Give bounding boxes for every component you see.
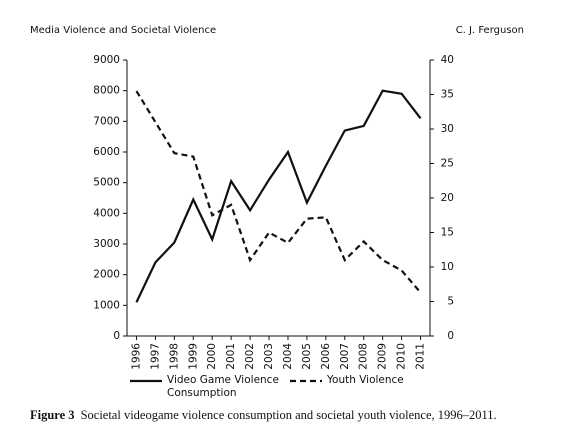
y-tick-label: 3000 — [93, 238, 120, 250]
y-tick-label: 8000 — [93, 85, 120, 97]
y2-tick-label: 5 — [447, 296, 454, 308]
x-tick-label: 2003 — [263, 343, 275, 370]
x-tick-label: 2000 — [206, 343, 218, 370]
y-tick-label: 1000 — [93, 299, 120, 311]
figure-label: Figure 3 — [30, 408, 75, 422]
y-tick-label: 9000 — [93, 54, 120, 66]
y-tick-label: 5000 — [93, 177, 120, 189]
x-tick-label: 2010 — [396, 343, 408, 370]
author: C. J. Ferguson — [456, 25, 524, 36]
x-tick-label: 1999 — [187, 343, 199, 370]
y2-tick-label: 10 — [441, 261, 454, 273]
x-tick-label: 2008 — [358, 343, 370, 370]
x-tick-label: 2004 — [282, 343, 294, 370]
caption-text: Societal videogame violence consumption … — [80, 408, 497, 422]
x-tick-label: 1998 — [168, 343, 180, 370]
figure-caption: Figure 3 Societal videogame violence cons… — [30, 408, 497, 423]
x-tick-label: 1996 — [130, 343, 142, 370]
x-tick-label: 2011 — [415, 343, 427, 370]
x-tick-label: 2002 — [244, 343, 256, 370]
y-tick-label: 7000 — [93, 115, 120, 127]
x-tick-label: 2009 — [377, 343, 389, 370]
y-tick-label: 2000 — [93, 269, 120, 281]
y2-tick-label: 15 — [441, 227, 454, 239]
x-tick-label: 2006 — [320, 343, 332, 370]
series-line — [135, 89, 422, 303]
y2-tick-label: 20 — [441, 192, 454, 204]
y2-tick-label: 30 — [441, 123, 454, 135]
x-tick-label: 2005 — [301, 343, 313, 370]
y-tick-label: 4000 — [93, 207, 120, 219]
legend-label: Video Game Violence Consumption — [167, 374, 279, 399]
series-line — [135, 90, 422, 294]
y2-tick-label: 25 — [441, 158, 454, 170]
x-tick-label: 2001 — [225, 343, 237, 370]
x-tick-label: 2007 — [339, 343, 351, 370]
running-header: Media Violence and Societal Violence — [30, 25, 216, 36]
y2-tick-label: 0 — [447, 330, 454, 342]
y-tick-label: 0 — [113, 330, 120, 342]
legend-label: Youth Violence — [327, 374, 404, 386]
x-tick-label: 1997 — [149, 343, 161, 370]
y2-tick-label: 40 — [441, 54, 454, 66]
y-tick-label: 6000 — [93, 146, 120, 158]
y2-tick-label: 35 — [441, 89, 454, 101]
